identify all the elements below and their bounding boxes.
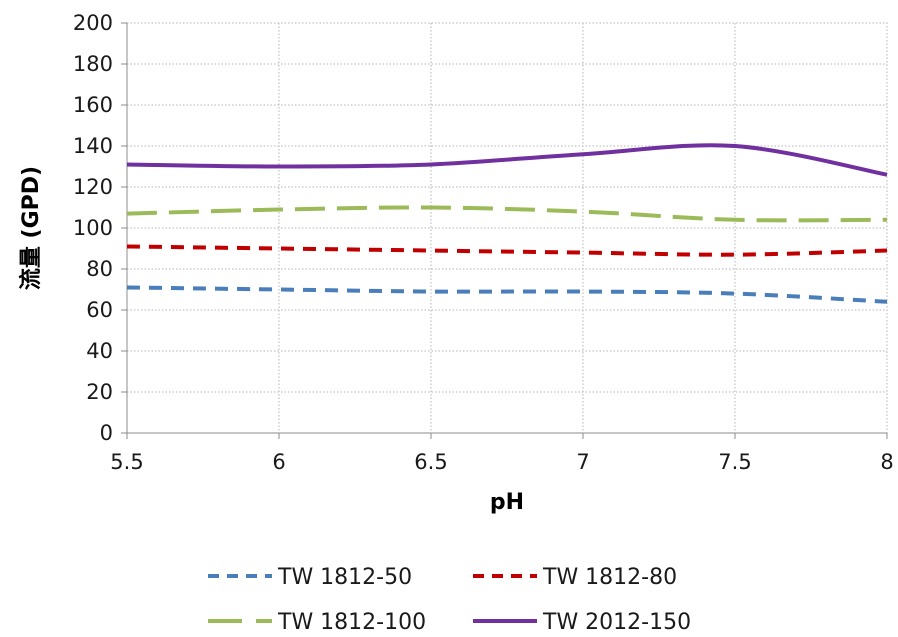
series-line-tw-2012-150 xyxy=(126,143,888,177)
legend-item-tw-1812-50: TW 1812-50 xyxy=(208,565,412,590)
legend-label: TW 1812-50 xyxy=(277,565,412,590)
x-tick-label: 6 xyxy=(272,450,285,474)
grid xyxy=(126,22,888,434)
y-axis-title: 流量 (GPD) xyxy=(18,166,44,290)
legend-label: TW 1812-100 xyxy=(277,610,426,633)
axes: pH 流量 (GPD) 0 20 40 60 80 100 120 140 160 180 200 5… xyxy=(18,11,894,515)
y-tick-label: 100 xyxy=(73,216,113,240)
legend: TW 1812-50 TW 1812-80 TW 1812-100 TW 2012-1… xyxy=(208,565,691,635)
y-tick-label: 140 xyxy=(73,134,113,158)
y-tick-label: 20 xyxy=(86,380,113,404)
series-lines xyxy=(126,143,888,304)
y-tick-label: 0 xyxy=(100,421,113,445)
x-tick-label: 7 xyxy=(576,450,589,474)
series-line-tw-1812-100 xyxy=(126,205,888,223)
y-tick-label: 180 xyxy=(73,52,113,76)
x-tick-label: 6.5 xyxy=(414,450,447,474)
series-line-tw-1812-50 xyxy=(126,285,888,304)
plot-area-border xyxy=(126,22,888,434)
x-axis-title: pH xyxy=(490,490,524,515)
y-tick-label: 80 xyxy=(86,257,113,281)
legend-label: TW 2012-150 xyxy=(542,610,691,633)
y-tick-label: 120 xyxy=(73,175,113,199)
x-tick-label: 7.5 xyxy=(718,450,751,474)
y-tick-label: 60 xyxy=(86,298,113,322)
legend-label: TW 1812-80 xyxy=(542,565,677,590)
y-tick-label: 40 xyxy=(86,339,113,363)
series-line-tw-1812-80 xyxy=(126,244,888,257)
y-tick-label: 200 xyxy=(73,11,113,35)
y-tick-label: 160 xyxy=(73,93,113,117)
legend-item-tw-1812-100: TW 1812-100 xyxy=(208,610,426,635)
x-tick-label: 8 xyxy=(880,450,893,474)
legend-item-tw-1812-80: TW 1812-80 xyxy=(473,565,677,590)
x-tick-label: 5.5 xyxy=(110,450,143,474)
legend-item-tw-2012-150: TW 2012-150 xyxy=(473,610,691,635)
